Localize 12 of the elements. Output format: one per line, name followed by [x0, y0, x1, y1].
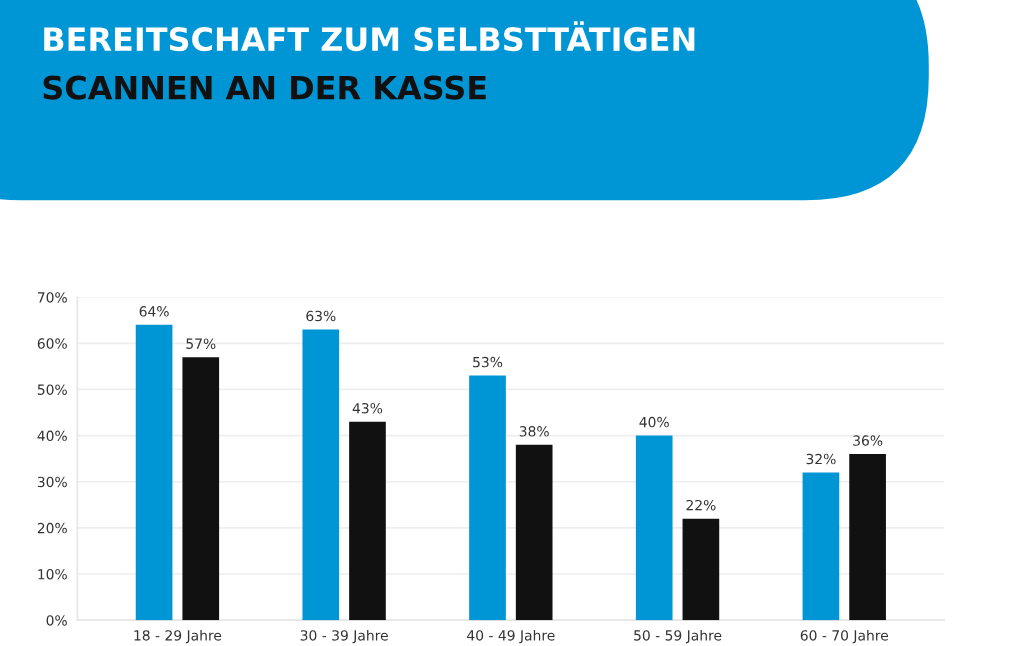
bar [849, 454, 886, 621]
bar [515, 444, 553, 621]
bar [682, 518, 720, 621]
bar [635, 435, 673, 621]
bar [802, 472, 840, 621]
bar [135, 324, 173, 621]
bar [182, 357, 220, 621]
bar [349, 421, 386, 621]
chart-title: BEREITSCHAFT ZUM SELBSTTÄTIGEN [44, 21, 695, 52]
chart-subtitle: SCANNEN AN DER KASSE [43, 75, 486, 100]
bar [469, 375, 506, 621]
bar [302, 329, 340, 621]
